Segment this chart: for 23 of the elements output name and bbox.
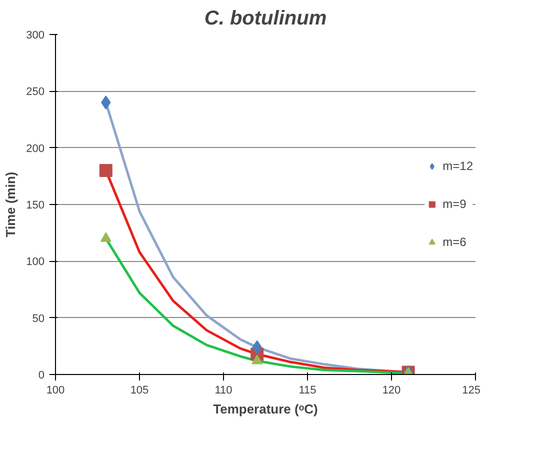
point [252, 354, 263, 364]
x-tick-label: 100 [46, 384, 65, 396]
legend-label: m=9 [442, 197, 468, 211]
legend-label: m=6 [442, 235, 468, 249]
point [99, 164, 112, 177]
x-tick-label: 115 [298, 384, 316, 396]
y-tick-label: 300 [26, 30, 45, 42]
x-tick-label: 125 [462, 384, 481, 396]
chart-title: C. botulinum [204, 8, 327, 30]
y-tick-label: 250 [26, 86, 45, 98]
y-tick-label: 150 [26, 200, 45, 212]
point [101, 96, 111, 110]
y-axis-title: Time (min) [3, 172, 18, 238]
x-tick-label: 120 [382, 384, 401, 396]
y-tick-label: 100 [26, 256, 45, 268]
x-axis-title: Temperature (ᵒC) [213, 402, 318, 416]
y-tick-label: 200 [26, 142, 45, 155]
x-tick-label: 105 [130, 384, 149, 396]
legend-label: m=12 [442, 159, 473, 173]
point [100, 232, 112, 242]
x-tick-label: 110 [214, 384, 232, 396]
y-tick-label: 0 [38, 370, 45, 382]
y-tick-label: 50 [32, 312, 45, 325]
